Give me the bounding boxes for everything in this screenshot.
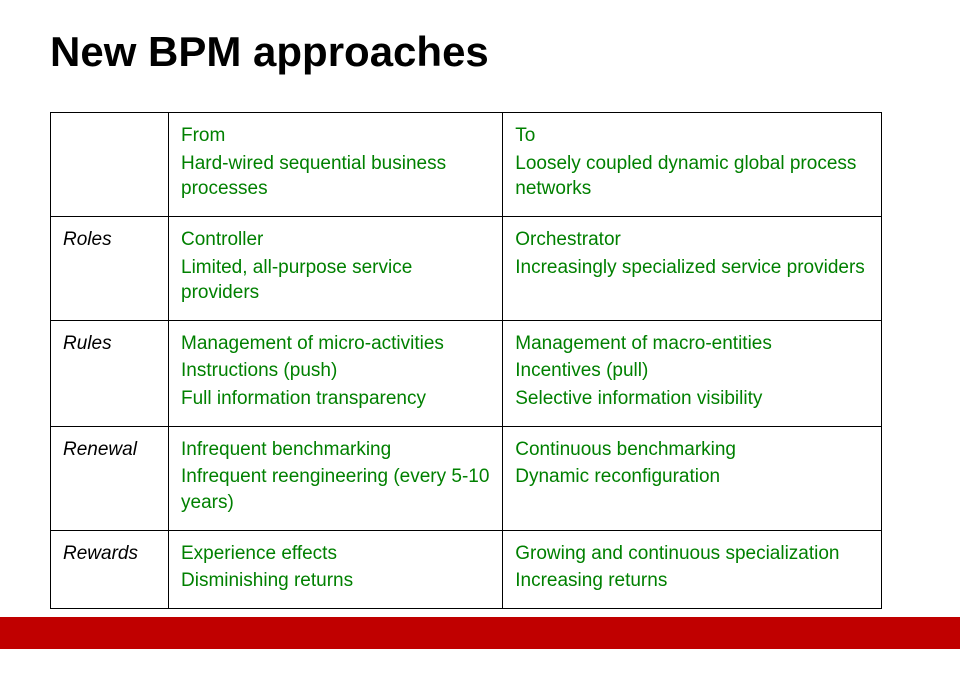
row-from: Experience effects Disminishing returns: [169, 530, 503, 608]
page-title: New BPM approaches: [50, 28, 910, 76]
cell-line: Limited, all-purpose service providers: [181, 255, 490, 306]
cell-line: Growing and continuous specialization: [515, 541, 869, 567]
header-from-sub: Hard-wired sequential business processes: [181, 151, 490, 202]
cell-line: Controller: [181, 227, 490, 253]
row-label: Rules: [51, 320, 169, 426]
cell-line: Dynamic reconfiguration: [515, 464, 869, 490]
cell-line: Increasingly specialized service provide…: [515, 255, 869, 281]
header-to: To Loosely coupled dynamic global proces…: [503, 113, 882, 217]
header-empty-cell: [51, 113, 169, 217]
row-label: Rewards: [51, 530, 169, 608]
row-to: Growing and continuous specialization In…: [503, 530, 882, 608]
cell-line: Management of micro-activities: [181, 331, 490, 357]
table-row: Renewal Infrequent benchmarking Infreque…: [51, 426, 882, 530]
cell-line: Orchestrator: [515, 227, 869, 253]
cell-line: Infrequent benchmarking: [181, 437, 490, 463]
row-from: Infrequent benchmarking Infrequent reeng…: [169, 426, 503, 530]
row-from: Management of micro-activities Instructi…: [169, 320, 503, 426]
cell-line: Full information transparency: [181, 386, 490, 412]
table-row: Rewards Experience effects Disminishing …: [51, 530, 882, 608]
header-to-label: To: [515, 123, 869, 149]
cell-line: Experience effects: [181, 541, 490, 567]
bottom-accent-bar: [0, 617, 960, 649]
cell-line: Instructions (push): [181, 358, 490, 384]
table-row: Rules Management of micro-activities Ins…: [51, 320, 882, 426]
table-row: Roles Controller Limited, all-purpose se…: [51, 216, 882, 320]
cell-line: Management of macro-entities: [515, 331, 869, 357]
header-from-label: From: [181, 123, 490, 149]
row-from: Controller Limited, all-purpose service …: [169, 216, 503, 320]
bpm-table: From Hard-wired sequential business proc…: [50, 112, 882, 609]
cell-line: Infrequent reengineering (every 5-10 yea…: [181, 464, 490, 515]
table-header-row: From Hard-wired sequential business proc…: [51, 113, 882, 217]
cell-line: Continuous benchmarking: [515, 437, 869, 463]
header-to-sub: Loosely coupled dynamic global process n…: [515, 151, 869, 202]
row-to: Continuous benchmarking Dynamic reconfig…: [503, 426, 882, 530]
row-label: Roles: [51, 216, 169, 320]
row-label: Renewal: [51, 426, 169, 530]
cell-line: Increasing returns: [515, 568, 869, 594]
row-to: Management of macro-entities Incentives …: [503, 320, 882, 426]
cell-line: Disminishing returns: [181, 568, 490, 594]
row-to: Orchestrator Increasingly specialized se…: [503, 216, 882, 320]
cell-line: Incentives (pull): [515, 358, 869, 384]
slide: New BPM approaches From Hard-wired seque…: [0, 0, 960, 677]
cell-line: Selective information visibility: [515, 386, 869, 412]
header-from: From Hard-wired sequential business proc…: [169, 113, 503, 217]
